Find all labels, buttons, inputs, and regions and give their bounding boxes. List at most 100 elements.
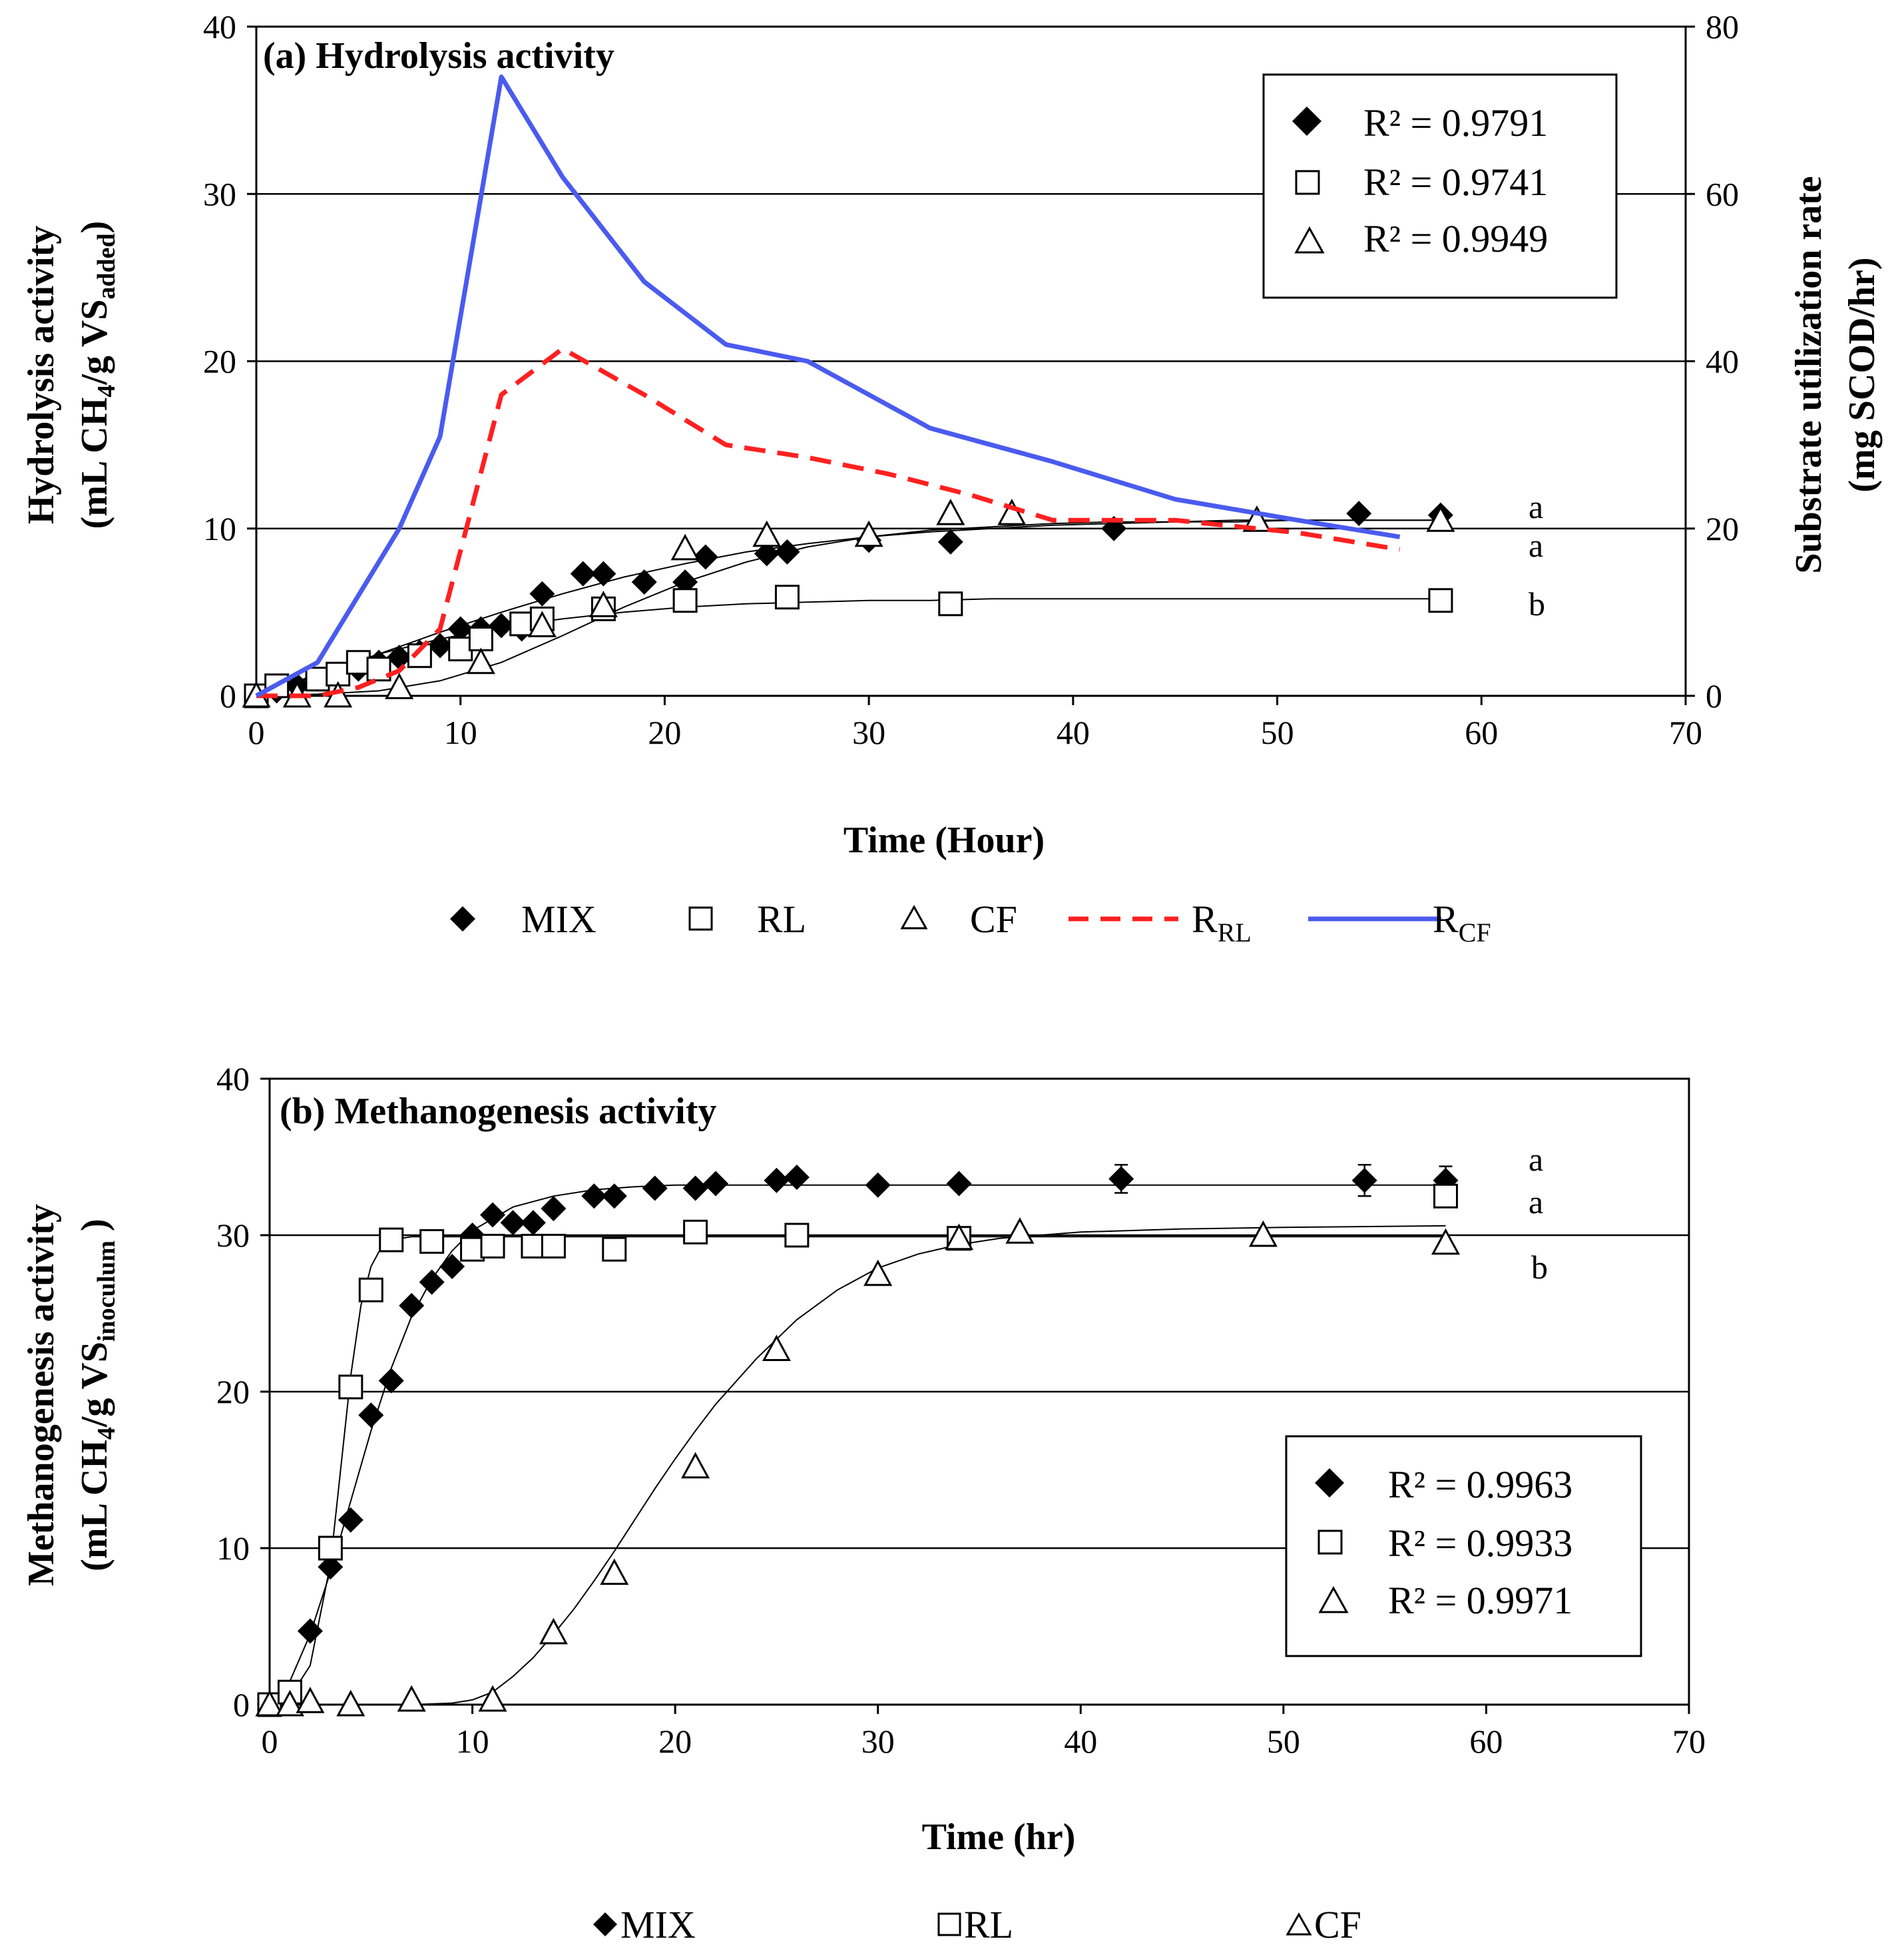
point-mix	[631, 569, 657, 595]
panel-b-title: (b) Methanogenesis activity	[280, 1091, 716, 1132]
point-mix	[937, 529, 963, 555]
x-tick-label: 70	[1669, 714, 1702, 751]
point-rl	[521, 1233, 546, 1258]
legend-triangle-icon	[1286, 1912, 1312, 1936]
panel-b-methanogenesis: 0 10 20 30 40 50 60 70 0 10 20 30 40 (b) Methanogen…	[21, 1060, 1706, 1946]
panel-b-x-label: Time (hr)	[922, 1816, 1076, 1858]
legend-diamond-icon	[593, 1912, 617, 1936]
legend-rrl-label: RRL	[1192, 898, 1252, 948]
panel-a-title: (a) Hydrolysis activity	[263, 35, 614, 77]
point-cf	[1242, 505, 1272, 532]
panel-b-letter-1: a	[1529, 1141, 1543, 1178]
point-cf	[296, 1687, 325, 1713]
point-cf	[478, 1685, 507, 1712]
x-tick-label: 70	[1672, 1723, 1706, 1760]
legend-cf-label: CF	[1314, 1903, 1361, 1946]
x-tick-label: 30	[861, 1723, 895, 1760]
point-rl	[1433, 1183, 1459, 1209]
panel-a-x-ticks: 0 10 20 30 40 50 60 70	[248, 696, 1702, 751]
y-tick-label: 40	[203, 8, 236, 45]
y2-tick-label: 60	[1706, 175, 1739, 212]
panel-a-markers	[242, 498, 1455, 708]
panel-b-x-ticks: 0 10 20 30 40 50 60 70	[262, 1705, 1706, 1760]
panel-b-stat-mix: R² = 0.9963	[1388, 1463, 1572, 1506]
point-rl	[602, 1237, 627, 1262]
y2-tick-label: 80	[1706, 8, 1739, 45]
point-cf	[752, 520, 782, 547]
point-rl	[1428, 588, 1453, 613]
legend-cf-label: CF	[970, 898, 1017, 941]
y-tick-label: 30	[203, 175, 236, 212]
legend-rcf-label: RCF	[1433, 898, 1491, 948]
y2-tick-label: 0	[1706, 677, 1722, 714]
point-mix	[541, 1196, 567, 1222]
y-tick-label: 10	[203, 510, 236, 547]
panel-a-letter-1: a	[1529, 488, 1543, 525]
panel-a-stat-rl: R² = 0.9741	[1363, 160, 1548, 204]
point-mix	[865, 1172, 891, 1198]
panel-b-stat-rl: R² = 0.9933	[1388, 1522, 1572, 1565]
point-mix	[946, 1171, 972, 1197]
panel-a-y2-label-line1: Substrate utilization rate	[1788, 176, 1829, 573]
x-tick-label: 50	[1267, 1723, 1300, 1760]
panel-b-stats: R² = 0.9963 R² = 0.9933 R² = 0.9971	[1315, 1463, 1572, 1622]
point-cf	[275, 1689, 304, 1717]
point-cf	[936, 498, 965, 525]
fit-curve-cf	[270, 1225, 1446, 1705]
x-tick-label: 0	[262, 1723, 278, 1760]
panel-a-legend: MIX RL CF RRL RCF	[450, 898, 1491, 948]
rate-line-r-cf	[255, 74, 1401, 698]
point-cf	[681, 1452, 710, 1479]
point-mix	[447, 616, 473, 642]
point-rl	[358, 1277, 383, 1302]
point-mix	[570, 561, 596, 587]
legend-triangle-icon	[900, 904, 928, 930]
point-mix	[378, 1368, 404, 1394]
panel-b-y-label-line1: Methanogenesis activity	[21, 1204, 62, 1586]
x-tick-label: 10	[456, 1723, 489, 1760]
legend-mix-label: MIX	[620, 1903, 696, 1946]
panel-a-y-label-line1: Hydrolysis activity	[21, 226, 62, 525]
y-tick-label: 10	[216, 1530, 250, 1567]
panel-b-letter-3: b	[1531, 1249, 1548, 1286]
point-cf	[527, 611, 557, 637]
point-mix	[774, 539, 800, 565]
point-mix	[427, 633, 453, 659]
point-cf	[1005, 1217, 1035, 1244]
y-tick-label: 20	[203, 343, 236, 380]
point-mix	[1108, 1166, 1134, 1192]
point-rl	[448, 637, 473, 662]
panel-b-legend: MIX RL CF	[593, 1903, 1361, 1946]
legend-rl-label: RL	[757, 898, 806, 941]
point-mix	[754, 541, 780, 567]
x-tick-label: 20	[658, 1723, 692, 1760]
panel-b-letter-2: a	[1529, 1183, 1543, 1221]
point-cf	[539, 1617, 568, 1645]
point-mix	[480, 1202, 506, 1228]
point-rl	[784, 1223, 810, 1248]
point-rl	[683, 1219, 708, 1245]
point-rl	[509, 611, 535, 637]
y-tick-label: 30	[216, 1217, 250, 1254]
point-mix	[529, 581, 555, 607]
panel-a-fit-curves	[256, 519, 1441, 697]
point-rl	[541, 1233, 566, 1258]
y-tick-label: 40	[216, 1060, 250, 1097]
point-mix	[297, 1618, 323, 1644]
stats-square-icon	[1295, 170, 1320, 195]
point-cf	[854, 520, 883, 547]
stats-triangle-icon	[1294, 226, 1325, 254]
point-mix	[318, 1554, 344, 1580]
point-mix	[1351, 1167, 1377, 1193]
point-cf	[863, 1259, 893, 1286]
point-mix	[500, 1210, 526, 1236]
point-cf	[945, 1223, 974, 1251]
point-rl	[366, 657, 391, 682]
panel-a-y2-label-line2: (mg SCOD/hr)	[1841, 257, 1883, 492]
x-tick-label: 10	[444, 714, 477, 751]
panel-a-hydrolysis: 0 10 20 30 40 50 60 70 0 10 20 30 40 0 20 40 60 80 (a) …	[21, 8, 1883, 948]
x-tick-label: 60	[1465, 714, 1498, 751]
fit-curve-mix	[256, 519, 1441, 697]
panel-a-rate-lines	[255, 74, 1401, 698]
panel-b-markers	[255, 1164, 1461, 1717]
